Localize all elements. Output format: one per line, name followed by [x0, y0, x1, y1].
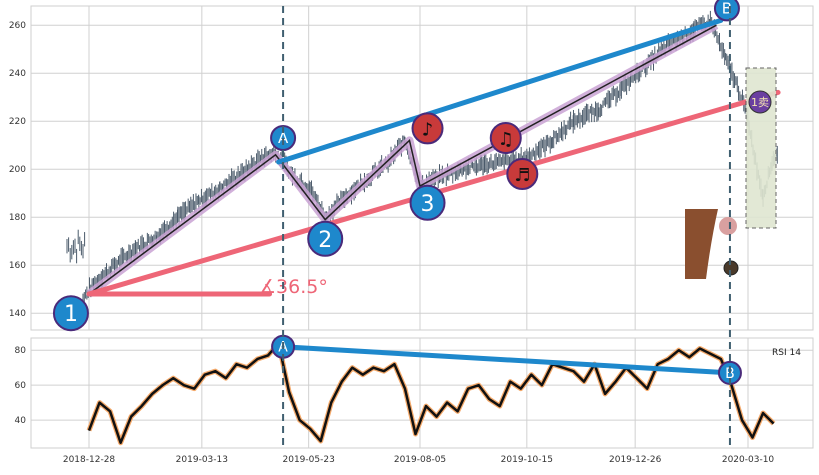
marker-label: 2 [318, 228, 332, 253]
angle-annotation: ∡36.5° [259, 276, 328, 298]
x-tick-label: 2020-03-10 [722, 455, 775, 465]
price-y-axis: 140 160 180 200 220 240 260 [9, 21, 26, 319]
music-note-icon: ♬ [514, 165, 530, 186]
rsi-legend: RSI 14 [772, 348, 801, 358]
music-note-marker [489, 122, 522, 154]
music-note-icon: ♪ [422, 119, 434, 140]
music-note-marker [506, 158, 539, 190]
marker-label: B [722, 0, 732, 17]
rsi-y-tick-label: 40 [15, 416, 27, 426]
rsi-y-tick-label: 60 [15, 381, 27, 391]
music-note-marker [411, 112, 444, 145]
marker-3 [409, 184, 446, 221]
sell-marker [748, 90, 772, 114]
rsi-line [87, 341, 775, 445]
rsi-marker-label: B [725, 366, 735, 382]
price-y-tick-label: 240 [9, 69, 26, 79]
x-tick-label: 2019-12-26 [609, 455, 662, 465]
music-note-icon: ♫ [498, 129, 514, 150]
x-axis: 2018-12-28 2019-03-13 2019-05-23 2019-08-05… [63, 455, 775, 465]
x-tick-label: 2019-03-13 [176, 455, 228, 465]
rsi-trendline [280, 344, 733, 376]
price-y-tick-label: 200 [9, 165, 26, 175]
coin-icon [723, 260, 739, 276]
pig-icon [719, 217, 737, 235]
price-y-tick-label: 180 [9, 213, 26, 223]
marker-2 [307, 220, 344, 257]
rsi-y-tick-label: 80 [15, 346, 27, 356]
x-tick-label: 2019-05-23 [283, 455, 335, 465]
marker-label: 3 [421, 192, 435, 217]
price-y-tick-label: 160 [9, 261, 26, 271]
x-tick-label: 2019-08-05 [394, 455, 446, 465]
sell-marker-label: 1卖 [751, 96, 769, 109]
cliff-icon [685, 209, 718, 279]
x-tick-label: 2018-12-28 [63, 455, 116, 465]
price-y-tick-label: 220 [9, 117, 26, 127]
upper-trendline [276, 17, 724, 165]
price-y-tick-label: 140 [9, 309, 26, 319]
marker-label: 1 [64, 302, 78, 327]
price-y-tick-label: 260 [9, 21, 26, 31]
rsi-y-axis: 40 60 80 [15, 346, 27, 426]
x-tick-label: 2019-10-15 [501, 455, 553, 465]
marker-1 [52, 295, 89, 332]
marker-b [713, 0, 740, 22]
zigzag-line [88, 24, 717, 295]
